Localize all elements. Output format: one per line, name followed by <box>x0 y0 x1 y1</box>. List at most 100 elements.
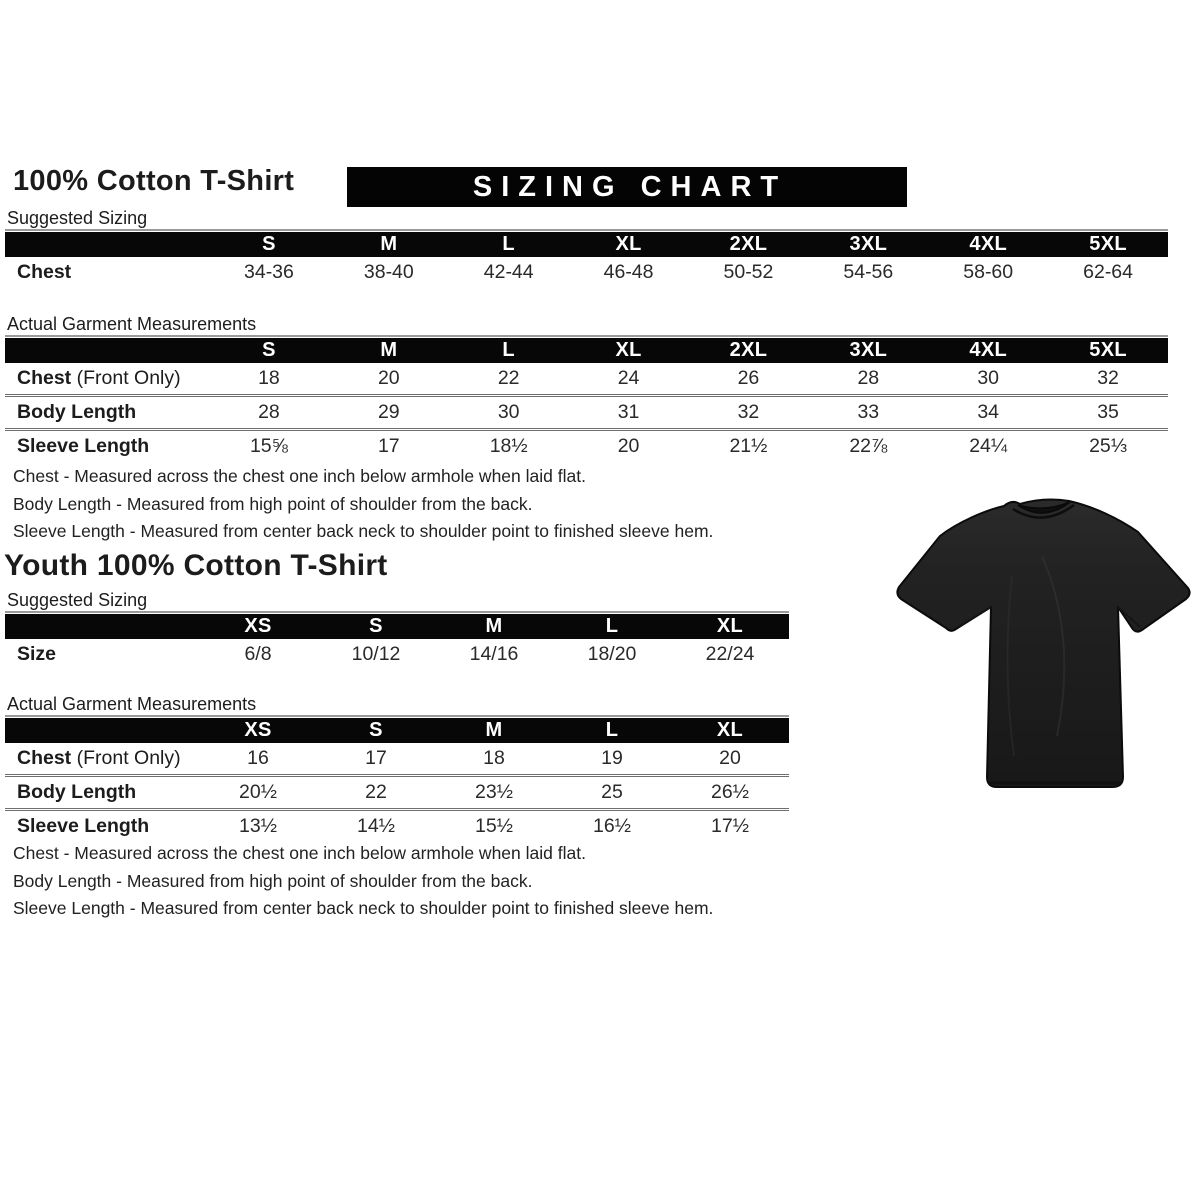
cell-value: 38-40 <box>363 261 414 283</box>
column-header-5xl: 5XL <box>1089 339 1127 361</box>
column-header-2xl: 2XL <box>729 339 768 361</box>
cell-value: 20 <box>377 367 400 389</box>
row-label: Chest <box>5 261 209 284</box>
cell-value: 29 <box>377 401 400 423</box>
table-row-size: Size 6/8 10/12 14/16 18/20 22/24 <box>5 639 789 670</box>
cell-value: 20½ <box>239 781 277 803</box>
row-label-suffix: (Front Only) <box>71 367 181 389</box>
cell-value: 14/16 <box>469 643 519 665</box>
column-header-3xl: 3XL <box>849 233 888 255</box>
youth-suggested-sizing-label: Suggested Sizing <box>7 590 148 610</box>
cell-value: 23½ <box>475 781 513 803</box>
table-row-chest: Chest 34-36 38-40 42-44 46-48 50-52 54-56 58-60… <box>5 257 1168 288</box>
cell-value: 25⅓ <box>1089 435 1128 457</box>
collar-seam <box>1012 503 1075 519</box>
cell-value: 54-56 <box>843 261 894 283</box>
column-header-s: S <box>369 615 383 637</box>
table-header-row: S M L XL 2XL 3XL 4XL 5XL <box>5 338 1168 363</box>
youth-measurement-notes: Chest - Measured across the chest one in… <box>13 840 713 923</box>
row-label: Size <box>5 643 199 666</box>
note-sleeve-length: Sleeve Length - Measured from center bac… <box>13 898 714 918</box>
cell-value: 24 <box>617 367 640 389</box>
row-label-main: Sleeve Length <box>17 435 150 457</box>
cell-value: 6/8 <box>244 643 272 665</box>
cell-value: 32 <box>1097 367 1119 389</box>
column-header-s: S <box>262 233 276 255</box>
cell-value: 30 <box>977 367 1000 389</box>
row-label-main: Chest <box>17 261 72 283</box>
table-row-body-length: Body Length 20½ 22 23½ 25 26½ <box>5 774 789 808</box>
row-label-main: Sleeve Length <box>17 815 150 837</box>
column-header-m: M <box>380 233 398 255</box>
cell-value: 19 <box>601 747 623 769</box>
cell-value: 14½ <box>357 815 395 837</box>
table-header-row: XS S M L XL <box>5 718 789 743</box>
cell-value: 20 <box>719 747 741 769</box>
note-body-length: Body Length - Measured from high point o… <box>13 493 533 514</box>
tshirt-body <box>896 498 1191 788</box>
adult-suggested-sizing-table: S M L XL 2XL 3XL 4XL 5XL Chest 34-36 38-40 42-44 46-… <box>5 229 1168 288</box>
youth-suggested-sizing-table: XS S M L XL Size 6/8 10/12 14/16 18/20 22/24 <box>5 611 789 670</box>
cell-value: 18/20 <box>587 643 637 665</box>
adult-suggested-sizing-label: Suggested Sizing <box>7 208 148 228</box>
row-label: Sleeve Length <box>5 815 199 838</box>
cell-value: 34-36 <box>244 261 294 283</box>
cell-value: 16½ <box>593 815 631 837</box>
cell-value: 15½ <box>475 815 513 837</box>
wrinkle-highlight-2 <box>1006 575 1015 757</box>
row-label-main: Body Length <box>17 781 137 803</box>
cell-value: 17½ <box>711 815 749 837</box>
tshirt-collar <box>1017 501 1071 514</box>
column-header-m: M <box>485 719 503 741</box>
note-body-length: Body Length - Measured from high point o… <box>13 870 533 891</box>
table-row-chest: Chest (Front Only) 18 20 22 24 26 28 30 32 <box>5 363 1168 394</box>
cell-value: 31 <box>617 401 640 423</box>
row-label: Chest (Front Only) <box>5 747 199 770</box>
table-row-sleeve-length: Sleeve Length 15⅝ 17 18½ 20 21½ 22⅞ 24¼ 25⅓ <box>5 428 1168 462</box>
cell-value: 22 <box>365 781 387 803</box>
cell-value: 26 <box>737 367 760 389</box>
cell-value: 26½ <box>711 781 749 803</box>
column-header-3xl: 3XL <box>849 339 888 361</box>
table-row-sleeve-length: Sleeve Length 13½ 14½ 15½ 16½ 17½ <box>5 808 789 842</box>
row-label-suffix: (Front Only) <box>71 747 181 769</box>
sizing-chart-banner: SIZING CHART <box>347 167 907 207</box>
cell-value: 25 <box>601 781 623 803</box>
cell-value: 18½ <box>489 435 528 457</box>
column-header-l: L <box>605 719 619 741</box>
column-header-m: M <box>380 339 398 361</box>
cell-value: 16 <box>247 747 269 769</box>
adult-measurement-notes: Chest - Measured across the chest one in… <box>13 463 713 546</box>
column-header-xl: XL <box>615 233 642 255</box>
column-header-xs: XS <box>244 615 272 637</box>
row-label-main: Size <box>17 643 57 665</box>
cell-value: 18 <box>483 747 505 769</box>
cell-value: 46-48 <box>603 261 654 283</box>
row-label-main: Body Length <box>17 401 137 423</box>
row-label-main: Chest <box>17 367 72 389</box>
sleeve-seam-left <box>957 606 992 628</box>
column-header-m: M <box>485 615 503 637</box>
cell-value: 58-60 <box>963 261 1014 283</box>
cell-value: 28 <box>258 401 280 423</box>
row-label: Sleeve Length <box>5 435 209 458</box>
wrinkle-highlight-1 <box>1041 555 1066 737</box>
cell-value: 22⅞ <box>849 435 888 457</box>
column-header-5xl: 5XL <box>1089 233 1127 255</box>
cell-value: 28 <box>857 367 880 389</box>
sleeve-seam-right <box>1117 606 1141 628</box>
cell-value: 17 <box>377 435 400 457</box>
column-header-s: S <box>369 719 383 741</box>
table-row-chest: Chest (Front Only) 16 17 18 19 20 <box>5 743 789 774</box>
column-header-xl: XL <box>615 339 642 361</box>
adult-actual-measurements-table: S M L XL 2XL 3XL 4XL 5XL Chest (Front Only) 18 20 2… <box>5 335 1168 462</box>
cell-value: 62-64 <box>1083 261 1133 283</box>
column-header-xl: XL <box>716 615 744 637</box>
cell-value: 35 <box>1097 401 1119 423</box>
youth-actual-measurements-table: XS S M L XL Chest (Front Only) 16 17 18 19 20 Body … <box>5 715 789 842</box>
cell-value: 20 <box>617 435 640 457</box>
cell-value: 42-44 <box>483 261 534 283</box>
youth-section-title: Youth 100% Cotton T-Shirt <box>4 549 388 582</box>
black-tshirt-graphic <box>896 498 1191 788</box>
